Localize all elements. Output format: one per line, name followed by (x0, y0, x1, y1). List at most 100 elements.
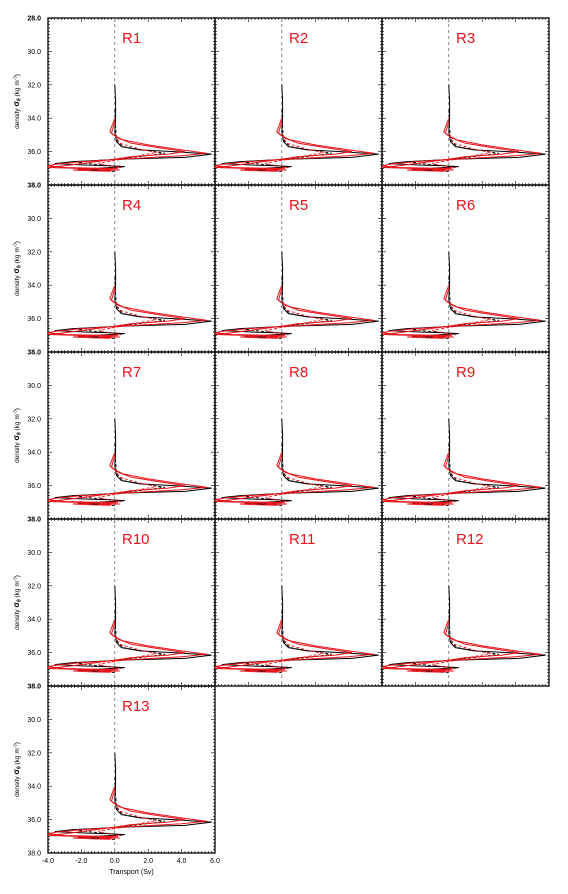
series-black-solid (54, 251, 212, 339)
series-red-dashed (265, 134, 324, 171)
y-tick-label: 28.0 (27, 16, 41, 23)
x-tick-label: 6.0 (210, 858, 220, 865)
series-red-dashed (265, 635, 324, 672)
panel-r6: R6 (381, 184, 550, 353)
series-black-solid (221, 84, 379, 172)
series-red-dashed (432, 635, 491, 672)
y-axis-title: density σθ (kg m-3) (12, 408, 23, 463)
x-tick-label: -2.0 (75, 858, 87, 865)
panel-r4: R4 30.0 32.0 34.0 36.0 38.0 density σθ (kg m-3… (12, 184, 216, 357)
series-red-dashed (432, 134, 491, 171)
series-red-dashed (98, 468, 157, 505)
y-axis-title: density σθ (kg m-3) (12, 241, 23, 296)
y-tick-label: 32.0 (27, 416, 41, 423)
panel-r1: R1 28.0 30.0 32.0 34.0 36.0 38.0 density σθ (kg… (12, 16, 216, 190)
series-red-dashed (98, 301, 157, 338)
series-black-solid (388, 585, 546, 673)
panel-label: R1 (122, 30, 141, 47)
y-axis-title: density σθ (kg m-3) (12, 742, 23, 797)
series-red-solid-a (47, 118, 207, 172)
series-red-solid-b (214, 622, 352, 673)
series-red-solid-b (47, 455, 185, 506)
y-tick-label: 36.0 (27, 817, 41, 824)
series-black-solid (221, 585, 379, 673)
series-red-solid-a (214, 285, 374, 339)
panel-label: R5 (289, 197, 308, 214)
series-red-solid-a (381, 452, 541, 506)
y-tick-label: 34.0 (27, 450, 41, 457)
series-red-solid-a (381, 619, 541, 673)
series-red-solid-b (381, 622, 519, 673)
series-red-solid-b (47, 288, 185, 339)
panel-label: R9 (456, 364, 475, 381)
y-tick-label: 34.0 (27, 283, 41, 290)
y-tick-label: 36.0 (27, 149, 41, 156)
x-tick-label: -4.0 (42, 858, 54, 865)
y-tick-label: 30.0 (27, 383, 41, 390)
series-red-dashed (98, 635, 157, 672)
series-red-solid-b (47, 121, 185, 172)
panel-label: R13 (122, 698, 150, 715)
y-tick-label: 38.0 (27, 517, 41, 524)
panel-label: R3 (456, 30, 475, 47)
y-axis-title: density σθ (kg m-3) (12, 575, 23, 630)
panel-r10: R10 30.0 32.0 34.0 36.0 38.0 density σθ (kg m-… (12, 518, 216, 691)
x-tick-label: 2.0 (143, 858, 153, 865)
series-red-solid-a (214, 118, 374, 172)
y-tick-label: 34.0 (27, 116, 41, 123)
panel-label: R8 (289, 364, 308, 381)
y-axis-title: density σθ (kg m-3) (12, 74, 23, 129)
panel-r2: R2 (214, 17, 383, 186)
panel-label: R6 (456, 197, 475, 214)
panel-r7: R7 30.0 32.0 34.0 36.0 38.0 density σθ (kg m-3… (12, 351, 216, 524)
series-red-solid-a (214, 452, 374, 506)
series-red-dashed (265, 468, 324, 505)
y-tick-label: 38.0 (27, 851, 41, 858)
series-red-solid-b (214, 455, 352, 506)
series-black-solid (54, 418, 212, 506)
series-red-dashed (98, 802, 157, 839)
series-red-dashed (432, 468, 491, 505)
panel-r11: R11 (214, 518, 383, 687)
series-red-dashed (98, 134, 157, 171)
panel-r8: R8 (214, 351, 383, 520)
panel-r13: R13 30.0 32.0 34.0 36.0 38.0 density σθ (kg m-… (12, 685, 220, 876)
y-tick-label: 30.0 (27, 216, 41, 223)
series-red-solid-a (47, 786, 207, 840)
panel-label: R2 (289, 30, 308, 47)
panel-label: R11 (289, 531, 315, 548)
series-red-solid-a (214, 619, 374, 673)
series-black-solid (54, 84, 212, 172)
y-tick-label: 32.0 (27, 82, 41, 89)
series-black-solid (388, 251, 546, 339)
y-tick-label: 34.0 (27, 617, 41, 624)
series-red-solid-a (381, 285, 541, 339)
y-tick-label: 38.0 (27, 350, 41, 357)
y-tick-label: 32.0 (27, 249, 41, 256)
panel-label: R12 (456, 531, 484, 548)
series-red-solid-a (47, 285, 207, 339)
series-red-solid-a (47, 452, 207, 506)
y-tick-label: 36.0 (27, 316, 41, 323)
y-tick-label: 36.0 (27, 650, 41, 657)
panel-r12: R12 (381, 518, 550, 687)
series-black-solid (221, 251, 379, 339)
y-tick-label: 30.0 (27, 717, 41, 724)
series-black-solid (221, 418, 379, 506)
series-red-solid-b (47, 622, 185, 673)
panel-label: R7 (122, 364, 141, 381)
y-tick-label: 38.0 (27, 684, 41, 691)
x-axis-title: Transport (Sv) (109, 869, 153, 876)
y-tick-label: 32.0 (27, 750, 41, 757)
y-tick-label: 30.0 (27, 49, 41, 56)
y-tick-label: 32.0 (27, 583, 41, 590)
series-red-solid-a (381, 118, 541, 172)
y-tick-label: 38.0 (27, 183, 41, 190)
x-tick-label: 4.0 (177, 858, 187, 865)
y-tick-label: 34.0 (27, 784, 41, 791)
series-red-solid-b (214, 121, 352, 172)
x-tick-label: 0.0 (110, 858, 120, 865)
series-red-solid-a (47, 619, 207, 673)
series-red-dashed (265, 301, 324, 338)
